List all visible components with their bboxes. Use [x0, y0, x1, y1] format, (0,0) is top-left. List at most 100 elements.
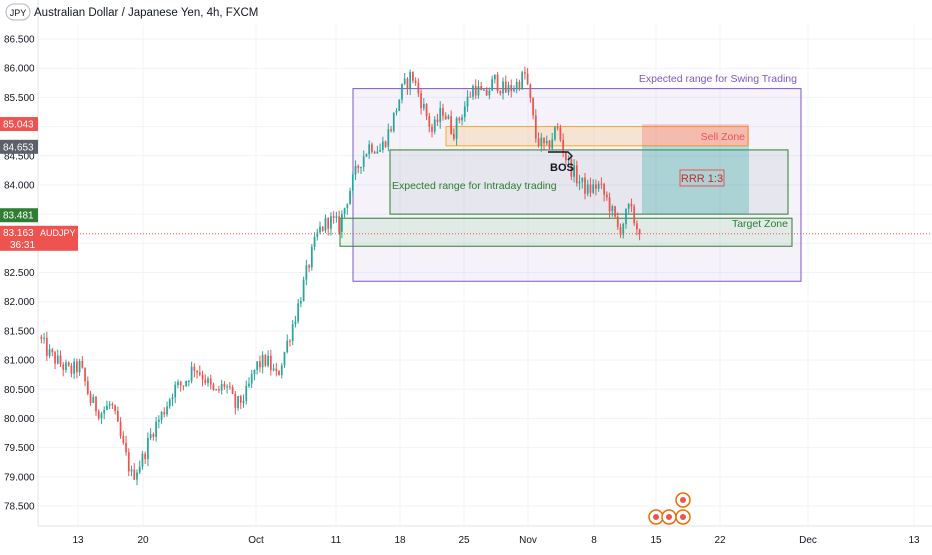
candle-body — [95, 396, 97, 412]
x-tick-label: 8 — [591, 535, 597, 546]
candle-body — [398, 99, 401, 111]
candle-body — [436, 119, 439, 123]
sell-zone-price-tag-bg — [0, 117, 38, 132]
candle-body — [627, 203, 630, 209]
candle-body — [327, 217, 330, 229]
x-tick-label: 11 — [331, 535, 342, 546]
candle-body — [138, 466, 141, 473]
candle-body — [540, 137, 543, 146]
candle-body — [226, 386, 229, 388]
candle-body — [190, 366, 193, 381]
candle-body — [130, 469, 133, 472]
candle-body — [280, 365, 283, 376]
candle-body — [584, 177, 586, 194]
candle-body — [354, 165, 357, 175]
candle-body — [417, 82, 420, 94]
x-tick-label: 13 — [72, 535, 84, 546]
candle-body — [521, 72, 524, 89]
chart-header: JPY Australian Dollar / Japanese Yen, 4h… — [5, 3, 258, 21]
candle-body — [384, 141, 387, 147]
y-tick-label: 79.500 — [4, 443, 35, 454]
candle-body — [332, 216, 335, 218]
candle-body — [166, 406, 168, 415]
candle-body — [59, 355, 62, 365]
candle-body — [573, 165, 575, 177]
candle-body — [469, 96, 472, 98]
candle-body — [444, 115, 447, 120]
candle-body — [119, 421, 122, 437]
candle-body — [431, 126, 433, 132]
candle-body — [81, 360, 84, 368]
candle-body — [300, 301, 302, 304]
candle-body — [291, 324, 294, 342]
candle-body — [586, 184, 589, 194]
candle-body — [234, 393, 237, 408]
candle-body — [371, 144, 373, 152]
candle-body — [114, 405, 116, 411]
candle-body — [510, 84, 513, 92]
candle-body — [537, 138, 540, 146]
candle-body — [65, 362, 67, 370]
candle-body — [595, 184, 597, 189]
candle-body — [267, 355, 269, 366]
candle-body — [403, 78, 406, 84]
candle-body — [215, 389, 218, 391]
mid-price-tag-bg — [0, 139, 38, 154]
candle-body — [305, 265, 308, 280]
candle-body — [264, 354, 267, 366]
candle-body — [638, 229, 641, 234]
candle-body — [106, 405, 108, 411]
target-price-tag: 83.481 — [3, 211, 34, 222]
y-tick-label: 80.000 — [4, 414, 35, 425]
candle-body — [286, 340, 289, 353]
candle-body — [218, 389, 220, 391]
symbol-badge-label: JPY — [10, 8, 27, 18]
intraday-range-label: Expected range for Intraday trading — [392, 180, 557, 192]
mid-price-tag: 84.653 — [3, 142, 34, 153]
candle-body — [425, 104, 428, 117]
bos-label: BOS — [550, 162, 574, 174]
bar-countdown: 36:31 — [10, 240, 35, 251]
price-labels-layer: 85.043 84.653 83.481 83.163 AUDJPY 36:31 — [0, 117, 691, 525]
candle-body — [349, 190, 351, 205]
candle-body — [605, 194, 608, 198]
candle-body — [97, 411, 100, 419]
candle-body — [392, 112, 395, 131]
y-tick-label: 80.500 — [4, 385, 35, 396]
candle-body — [40, 336, 43, 339]
candle-body — [182, 385, 185, 387]
candle-body — [160, 412, 163, 420]
candle-body — [220, 384, 223, 391]
candle-body — [272, 368, 275, 371]
candle-body — [395, 110, 398, 113]
candle-body — [548, 140, 551, 149]
candle-body — [351, 174, 354, 191]
candle-body — [204, 379, 207, 384]
candle-body — [597, 183, 600, 189]
x-tick-label: 20 — [137, 535, 149, 546]
candle-body — [496, 74, 499, 92]
candle-body — [157, 419, 160, 422]
candle-body — [625, 208, 627, 225]
candle-body — [78, 360, 81, 373]
candle-body — [608, 197, 611, 212]
candle-body — [545, 140, 548, 144]
candle-body — [442, 107, 444, 116]
sell-zone-label: Sell Zone — [701, 131, 746, 143]
candle-body — [452, 133, 455, 139]
candle-body — [330, 216, 332, 229]
candle-body — [559, 127, 562, 140]
candle-body — [163, 412, 166, 415]
rrr-reward-area — [642, 145, 749, 215]
candle-body — [600, 183, 603, 185]
candle-body — [193, 366, 196, 371]
target-zone-label: Target Zone — [732, 218, 788, 230]
candle-body — [149, 434, 152, 439]
x-tick-label: 22 — [714, 535, 726, 546]
symbol-badge[interactable] — [5, 3, 31, 21]
candle-body — [401, 83, 403, 100]
candle-body — [275, 368, 278, 372]
candle-body — [253, 369, 256, 375]
